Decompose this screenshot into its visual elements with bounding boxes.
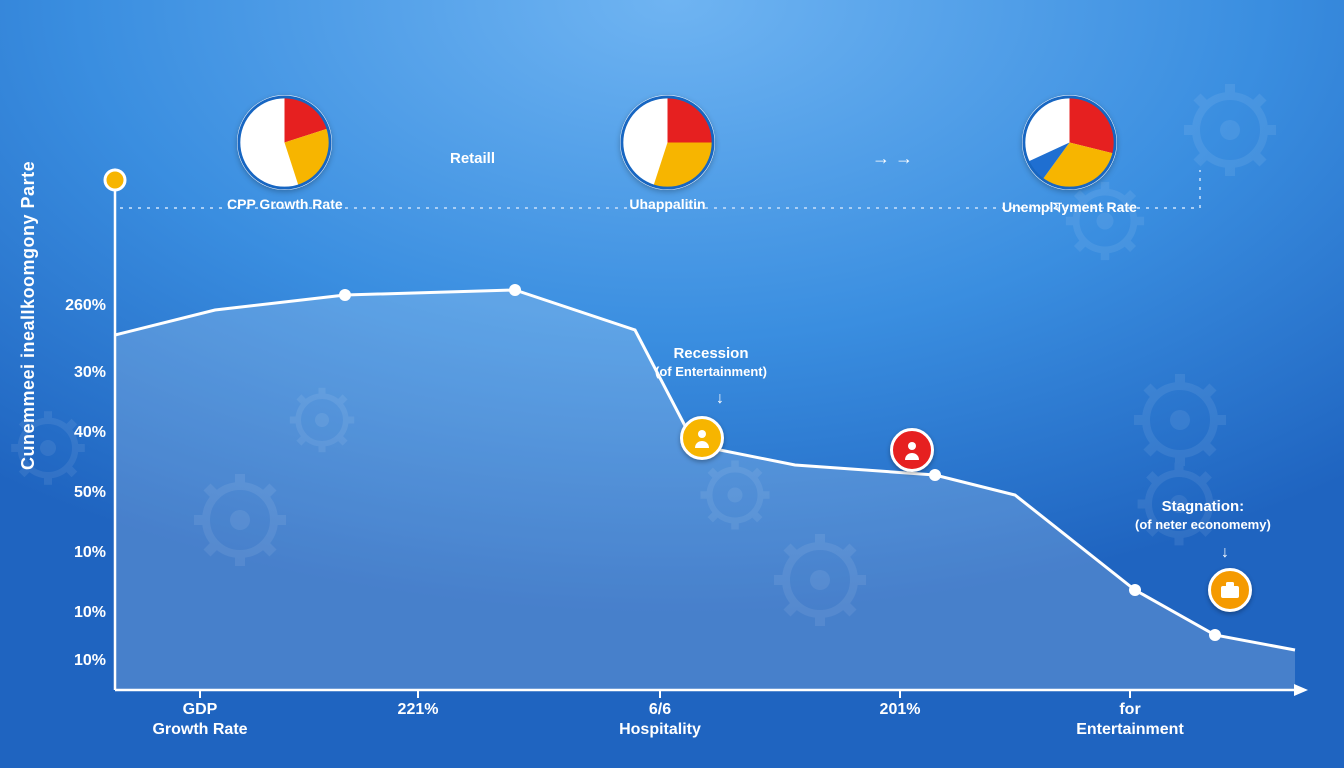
briefcase-icon	[1219, 580, 1241, 600]
x-tick: 6/6Hospitality	[619, 700, 701, 740]
x-tick: 221%	[398, 700, 439, 720]
y-tick: 30%	[46, 364, 106, 382]
marker-orange	[1208, 568, 1252, 612]
infographic-canvas: CPP Growth Rate Retaill Uhappalitin → → …	[0, 0, 1344, 768]
y-tick: 40%	[46, 424, 106, 442]
callout-stagnation: Stagnation: (of neter economemy)	[1135, 498, 1271, 533]
y-tick: 260%	[46, 297, 106, 315]
down-arrow-icon: ↓	[1221, 544, 1229, 562]
y-tick: 10%	[46, 652, 106, 670]
marker-yellow	[680, 416, 724, 460]
y-axis-label: Cunemmeei inealIkoomgony Parte	[18, 161, 39, 470]
callout-recession: Recession (of Entertainment)	[655, 345, 767, 380]
x-tick: forEntertainment	[1076, 700, 1184, 740]
person-icon	[902, 440, 922, 460]
main-chart	[0, 0, 1344, 768]
x-tick: 201%	[880, 700, 921, 720]
y-tick: 10%	[46, 604, 106, 622]
x-tick: GDPGrowth Rate	[152, 700, 247, 740]
down-arrow-icon: ↓	[716, 390, 724, 408]
person-icon	[692, 428, 712, 448]
marker-red	[890, 428, 934, 472]
y-tick: 10%	[46, 544, 106, 562]
y-tick: 50%	[46, 484, 106, 502]
